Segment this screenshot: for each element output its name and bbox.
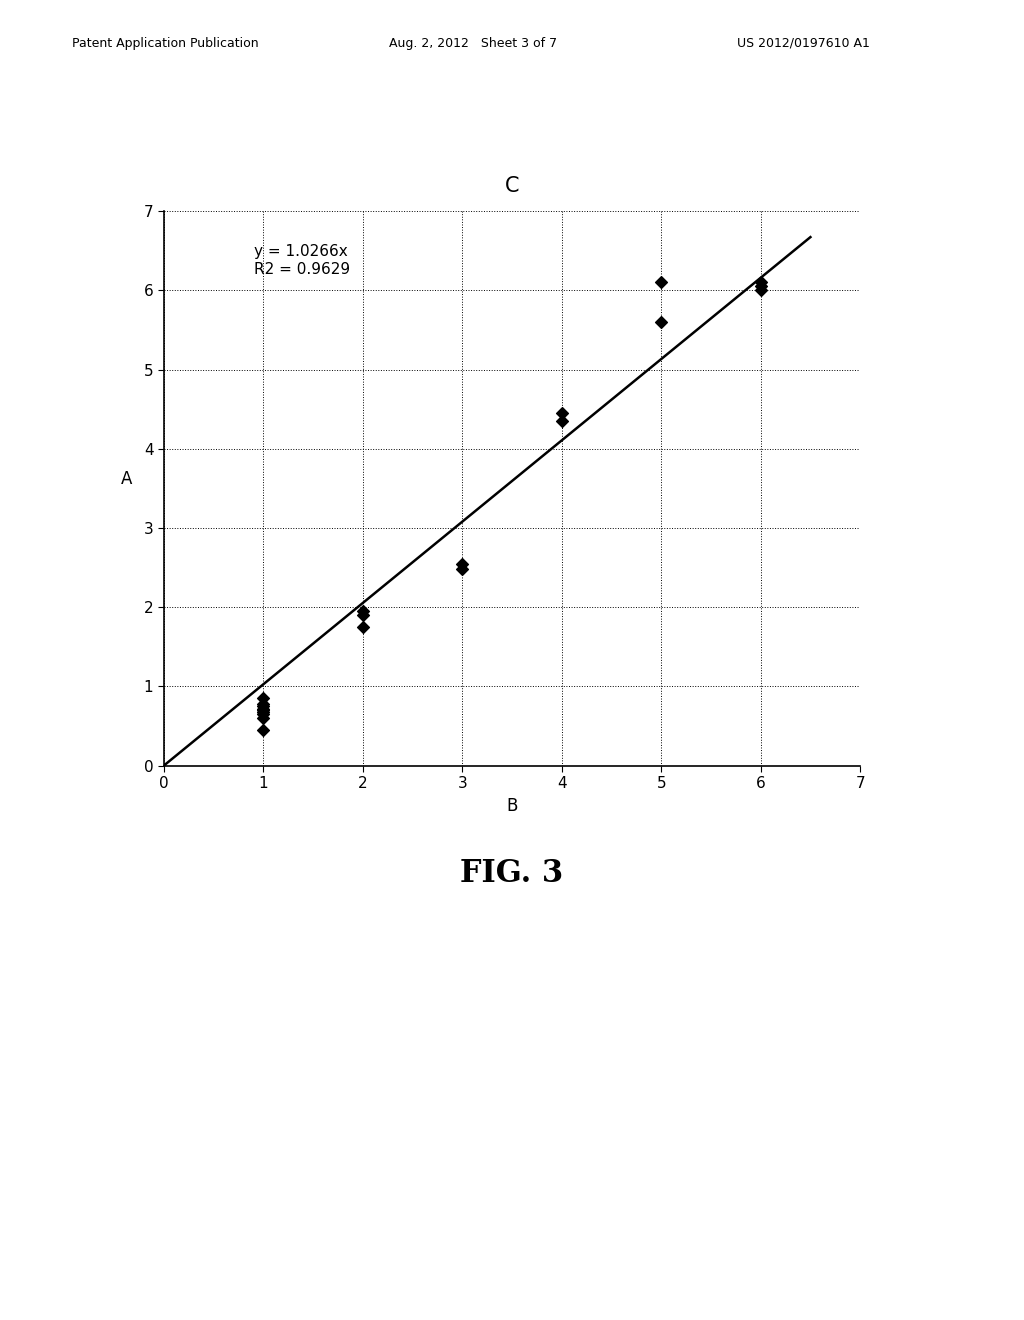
Point bbox=[255, 693, 271, 714]
Point bbox=[354, 605, 371, 626]
Point bbox=[454, 553, 470, 574]
Text: Patent Application Publication: Patent Application Publication bbox=[72, 37, 258, 50]
Title: C: C bbox=[505, 176, 519, 195]
Point bbox=[653, 272, 670, 293]
Point bbox=[255, 701, 271, 722]
Point bbox=[753, 276, 769, 297]
Point bbox=[753, 272, 769, 293]
Point bbox=[255, 688, 271, 709]
Y-axis label: A: A bbox=[121, 470, 133, 488]
Point bbox=[255, 719, 271, 741]
Point bbox=[653, 312, 670, 333]
Point bbox=[255, 696, 271, 717]
Point bbox=[255, 704, 271, 725]
Text: Aug. 2, 2012   Sheet 3 of 7: Aug. 2, 2012 Sheet 3 of 7 bbox=[389, 37, 557, 50]
X-axis label: B: B bbox=[506, 796, 518, 814]
Point bbox=[554, 411, 570, 432]
Point bbox=[255, 700, 271, 721]
Point bbox=[354, 601, 371, 622]
Text: US 2012/0197610 A1: US 2012/0197610 A1 bbox=[737, 37, 870, 50]
Point bbox=[255, 708, 271, 729]
Point bbox=[354, 616, 371, 638]
Point bbox=[255, 698, 271, 719]
Point bbox=[554, 403, 570, 424]
Point bbox=[753, 280, 769, 301]
Text: FIG. 3: FIG. 3 bbox=[461, 858, 563, 888]
Text: y = 1.0266x
R2 = 0.9629: y = 1.0266x R2 = 0.9629 bbox=[254, 244, 350, 277]
Point bbox=[454, 558, 470, 579]
